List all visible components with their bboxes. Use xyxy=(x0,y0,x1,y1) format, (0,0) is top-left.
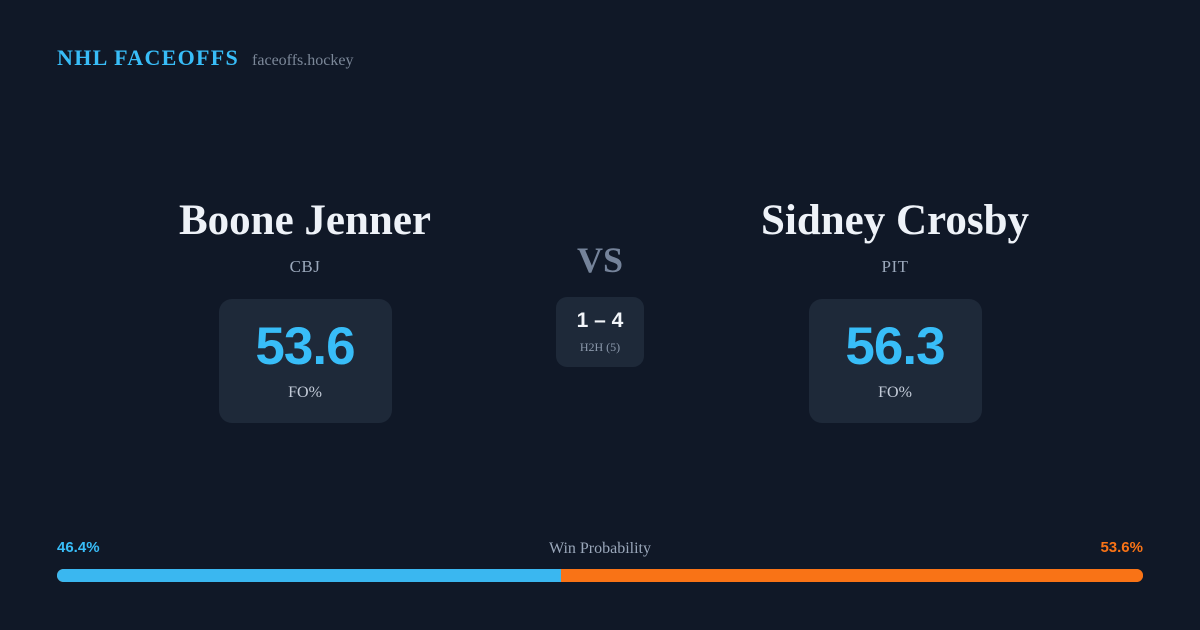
player-name-left: Boone Jenner xyxy=(178,197,432,244)
brand-title: NHL FACEOFFS xyxy=(57,45,240,70)
win-probability-title: Win Probability xyxy=(548,540,651,557)
h2h-box: 1 – 4 H2H (5) xyxy=(556,297,644,367)
win-probability-bar-right xyxy=(560,569,1143,582)
matchup-row: Boone Jenner CBJ 53.6 FO% VS 1 – 4 H2H (… xyxy=(0,196,1200,424)
team-abbr-right: PIT xyxy=(881,257,909,277)
h2h-label: H2H (5) xyxy=(579,339,621,354)
win-probability-section: 46.4% Win Probability 53.6% xyxy=(57,539,1143,582)
faceoff-pct-label-right: FO% xyxy=(878,384,912,402)
win-probability-bar-left xyxy=(57,569,561,582)
h2h-record: 1 – 4 xyxy=(576,308,624,332)
stat-box-left: 53.6 FO% xyxy=(218,299,392,424)
player-name-right: Sidney Crosby xyxy=(760,197,1030,244)
team-abbr-left: CBJ xyxy=(289,257,321,277)
player-panel-right: Sidney Crosby PIT 56.3 FO% xyxy=(680,196,1110,424)
site-header: NHL FACEOFFS faceoffs.hockey xyxy=(57,47,353,69)
win-probability-left-value: 46.4% xyxy=(57,539,100,556)
faceoff-pct-label-left: FO% xyxy=(288,384,322,402)
faceoff-pct-right: 56.3 xyxy=(845,317,945,377)
vs-label: VS xyxy=(576,240,624,280)
player-panel-left: Boone Jenner CBJ 53.6 FO% xyxy=(90,196,520,424)
brand-domain: faceoffs.hockey xyxy=(252,52,354,69)
stat-box-right: 56.3 FO% xyxy=(808,299,982,424)
win-probability-labels: 46.4% Win Probability 53.6% xyxy=(57,539,1143,559)
faceoff-pct-left: 53.6 xyxy=(255,317,355,377)
win-probability-bar xyxy=(57,569,1143,582)
versus-column: VS 1 – 4 H2H (5) xyxy=(520,196,680,367)
win-probability-right-value: 53.6% xyxy=(1100,539,1143,556)
